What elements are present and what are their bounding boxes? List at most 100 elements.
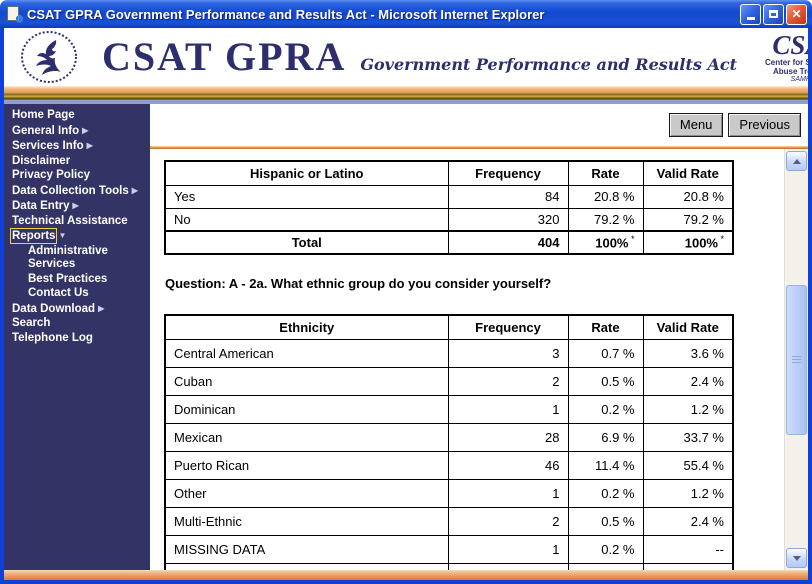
sidebar-item-administrative-services[interactable]: Administrative Services — [4, 245, 150, 273]
sidebar-item-general-info[interactable]: General Info ▶ — [4, 124, 150, 140]
value-cell: 320 — [447, 207, 569, 232]
column-header: Rate — [567, 160, 644, 186]
table-header-row: Hispanic or Latino Frequency Rate Valid Rat… — [164, 160, 734, 186]
row-label-cell: Central American — [164, 338, 449, 368]
sidebar-item-label: Administrative Services — [28, 244, 108, 271]
value-cell: 55.4 % — [642, 450, 734, 480]
value-cell: 0.7 % — [567, 338, 644, 368]
chevron-down-icon: ▼ — [58, 231, 67, 240]
value-cell: 1 — [447, 478, 569, 508]
value-cell: 0.2 % — [567, 478, 644, 508]
column-header: Valid Rate — [642, 160, 734, 186]
toolbar: Menu Previous — [150, 104, 808, 146]
column-header: Frequency — [447, 160, 569, 186]
table-row: Not Applicable32079.2 %-- — [164, 562, 734, 570]
sidebar-item-label: Disclaimer — [12, 154, 71, 167]
chevron-right-icon: ▶ — [82, 125, 89, 135]
value-cell: 3 — [447, 338, 569, 368]
value-cell: 2.4 % — [642, 366, 734, 396]
maximize-button[interactable] — [763, 3, 784, 25]
sidebar-item-contact-us[interactable]: Contact Us — [4, 287, 150, 302]
window-frame: CSAT GPRA Government Performance and Res… — [0, 28, 812, 584]
chevron-right-icon: ▶ — [72, 201, 79, 210]
gold-divider-band — [4, 86, 808, 100]
sidebar-item-label: Reports — [9, 228, 58, 244]
scroll-up-icon — [792, 158, 801, 164]
column-header: Hispanic or Latino — [164, 160, 449, 186]
table-row: Other 1 0.2 % 1.2 % — [164, 478, 734, 508]
bottom-gold-band — [4, 570, 808, 580]
chevron-right-icon: ▶ — [86, 141, 93, 150]
close-button[interactable]: ✕ — [786, 3, 807, 25]
minimize-button[interactable] — [740, 3, 761, 25]
sidebar-item-data-download[interactable]: Data Download ▶ — [4, 302, 150, 318]
table-row: MISSING DATA 1 0.2 % -- — [164, 534, 734, 564]
data-table: Hispanic or Latino Frequency Rate Valid Rat… — [164, 160, 734, 255]
chevron-right-icon: ▶ — [98, 303, 105, 313]
scrollbar-thumb[interactable] — [786, 285, 807, 435]
sidebar-item-data-collection-tools[interactable]: Data Collection Tools ▶ — [4, 184, 150, 200]
sidebar-item-data-entry[interactable]: Data Entry ▶ — [4, 199, 150, 215]
ethnicity-table-container: Ethnicity Frequency Rate Valid Rate Central … — [164, 314, 772, 570]
value-cell: 2 — [447, 366, 569, 396]
value-cell: -- — [642, 562, 734, 570]
maximize-icon — [769, 10, 778, 18]
hhs-logo — [21, 31, 77, 83]
scroll-up-button[interactable] — [786, 151, 807, 171]
sidebar-item-label: Data Download — [12, 302, 96, 315]
sidebar-item-services-info[interactable]: Services Info ▶ — [4, 139, 150, 155]
sidebar-item-reports[interactable]: Reports ▼ — [4, 228, 150, 245]
column-header: Frequency — [447, 314, 569, 340]
value-cell: 100% * — [642, 230, 734, 255]
app-header: CSAT GPRA Government Performance and Res… — [4, 28, 808, 86]
question-label: Question: A - 2a. What ethnic group do y… — [165, 276, 552, 291]
value-cell: 1 — [447, 394, 569, 424]
value-cell: 79.2 % — [567, 562, 644, 570]
row-label-cell: MISSING DATA — [164, 534, 449, 564]
row-label-cell: Puerto Rican — [164, 450, 449, 480]
value-cell: 28 — [447, 422, 569, 452]
sidebar-item-label: Privacy Policy — [12, 169, 90, 181]
value-cell: 20.8 % — [642, 184, 734, 209]
hispanic-latino-table-container: Hispanic or Latino Frequency Rate Valid Rat… — [164, 160, 772, 255]
column-header: Valid Rate — [642, 314, 734, 340]
table-row: Dominican 1 0.2 % 1.2 % — [164, 394, 734, 424]
sidebar-item-technical-assistance[interactable]: Technical Assistance — [4, 215, 150, 230]
value-cell: 0.2 % — [567, 394, 644, 424]
sidebar-item-disclaimer[interactable]: Disclaimer — [4, 155, 150, 170]
row-label-cell: Yes — [164, 184, 449, 209]
sidebar-item-home-page[interactable]: Home Page — [4, 109, 150, 124]
sidebar-item-privacy-policy[interactable]: Privacy Policy — [4, 169, 150, 184]
row-label-cell: Multi-Ethnic — [164, 506, 449, 536]
brand: CSAT GPRA Government Performance and Res… — [102, 37, 737, 77]
sidebar-item-best-practices[interactable]: Best Practices — [4, 273, 150, 288]
sidebar-item-telephone-log[interactable]: Telephone Log — [4, 332, 150, 347]
table-row: Cuban 2 0.5 % 2.4 % — [164, 366, 734, 396]
brand-subtitle: Government Performance and Results Act — [360, 55, 737, 74]
scroll-down-button[interactable] — [786, 548, 807, 568]
vertical-scrollbar[interactable] — [784, 149, 808, 570]
blue-divider-line — [4, 100, 808, 104]
internet-explorer-icon: e — [6, 6, 23, 24]
title-bar[interactable]: e CSAT GPRA Government Performance and R… — [0, 0, 812, 28]
table-row: Puerto Rican 46 11.4 % 55.4 % — [164, 450, 734, 480]
sidebar-item-label: Telephone Log — [12, 331, 93, 344]
sidebar-item-label: Contact Us — [28, 287, 89, 299]
gold-separator — [150, 146, 808, 149]
sidebar-item-label: Search — [12, 317, 51, 329]
value-cell: 320 — [447, 562, 569, 570]
sidebar-item-search[interactable]: Search — [4, 317, 150, 332]
sidebar-item-label: Technical Assistance — [12, 214, 128, 227]
value-cell: 1.2 % — [642, 394, 734, 424]
close-icon: ✕ — [791, 7, 802, 21]
sidebar-item-label: Data Collection Tools — [12, 184, 129, 197]
menu-button[interactable]: Menu — [668, 113, 724, 137]
sidebar-item-label: Services Info — [12, 140, 84, 152]
previous-button[interactable]: Previous — [728, 113, 801, 137]
row-label-cell: Cuban — [164, 366, 449, 396]
window-title: CSAT GPRA Government Performance and Res… — [27, 6, 545, 22]
table-row: Mexican 28 6.9 % 33.7 % — [164, 422, 734, 452]
value-cell: 46 — [447, 450, 569, 480]
row-label-cell: Dominican — [164, 394, 449, 424]
row-label-cell: Not Applicable — [164, 562, 449, 570]
